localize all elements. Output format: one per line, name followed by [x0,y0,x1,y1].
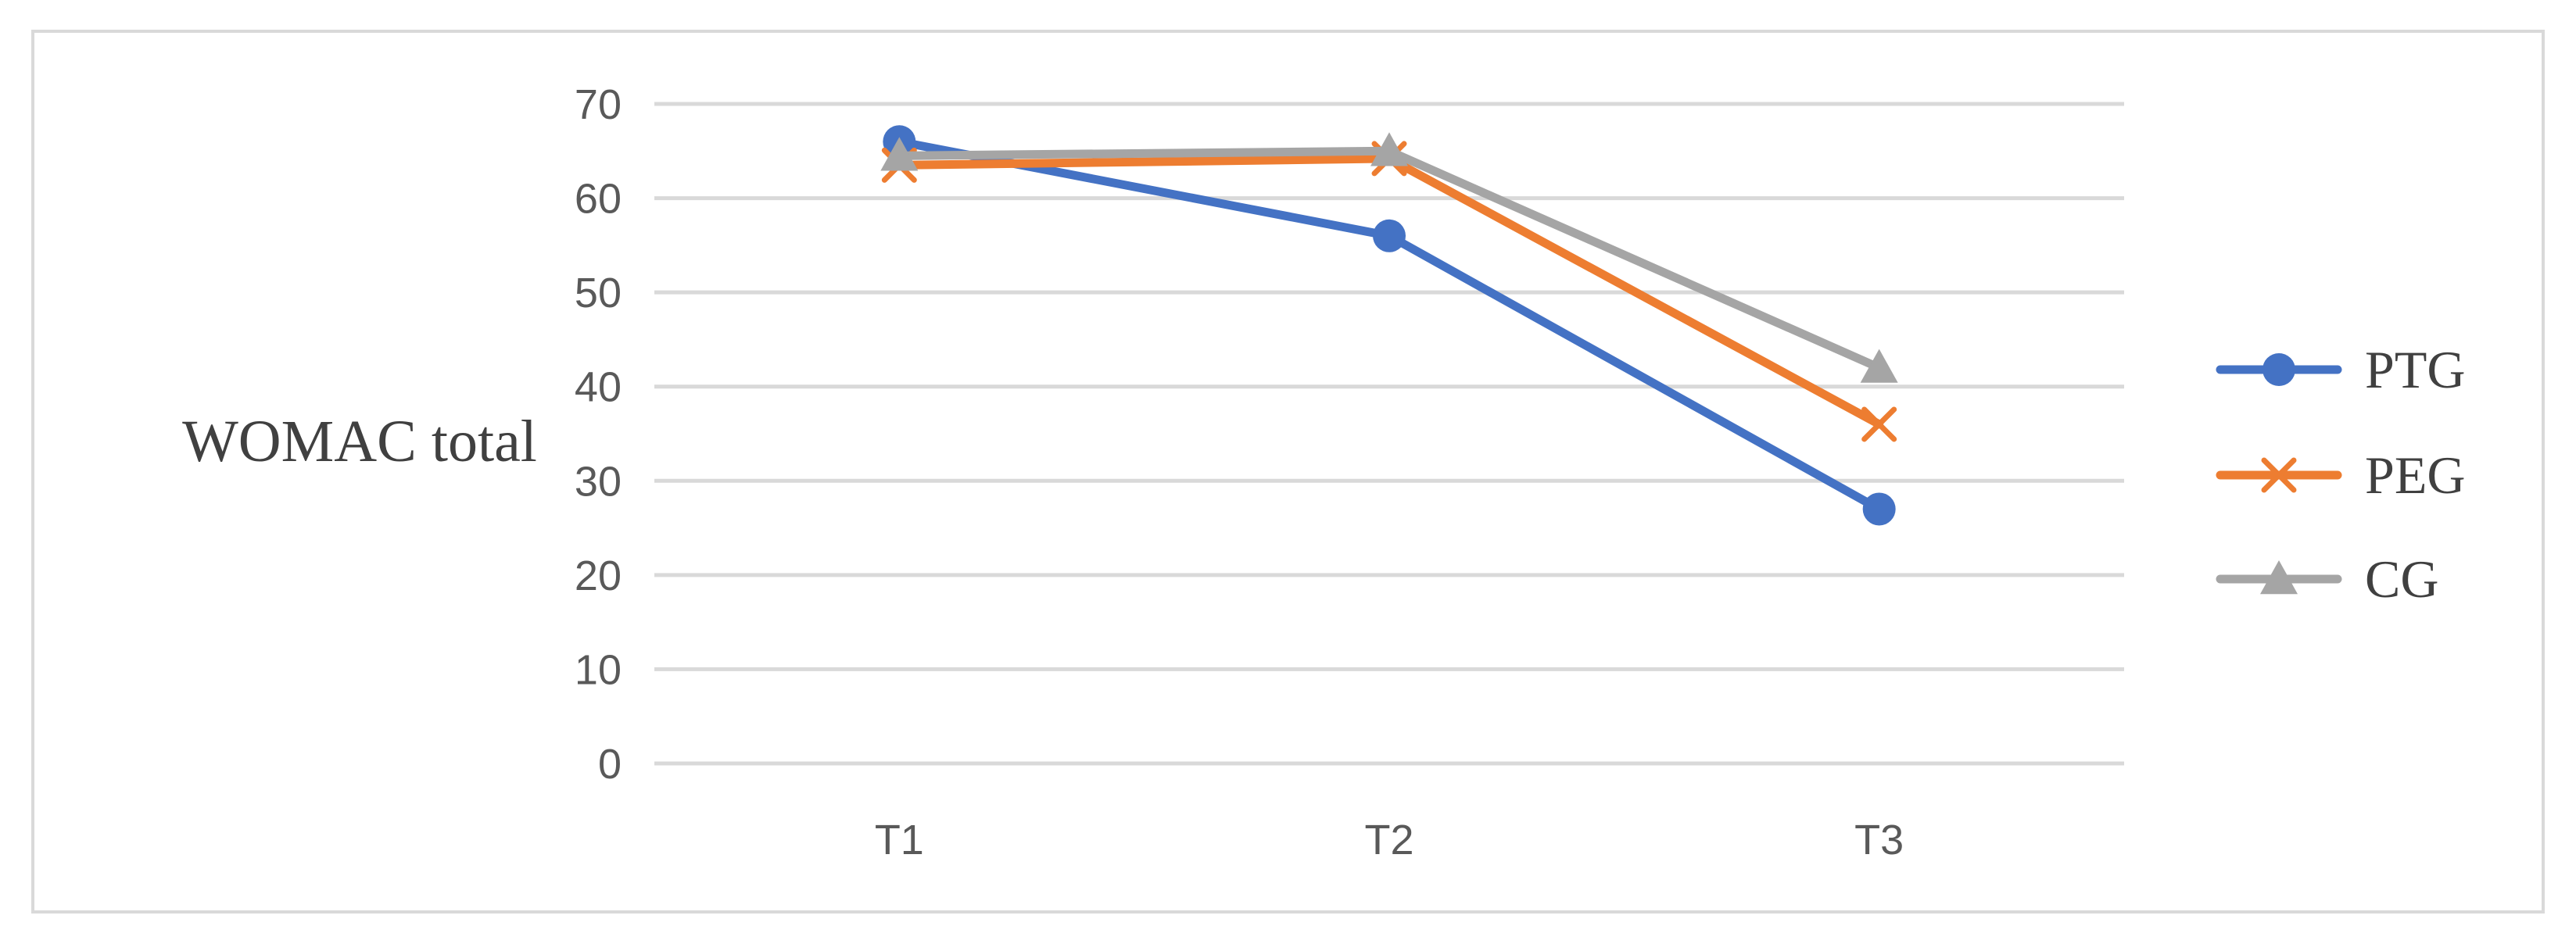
y-tick-label: 60 [575,176,622,223]
y-axis-title: WOMAC total [182,409,537,474]
y-tick-label: 20 [575,552,622,599]
x-tick-label: T2 [1364,817,1413,863]
data-point-PTG [1373,219,1406,252]
legend: PTG PEG CG [2216,340,2465,609]
x-axis-ticks: T1 T2 T3 [875,817,1904,863]
y-tick-label: 30 [575,458,622,505]
legend-marker [2263,353,2295,386]
legend-marker [2261,457,2297,493]
data-point-PTG [1862,492,1896,526]
y-tick-label: 50 [575,270,622,316]
legend-label: CG [2365,549,2438,609]
gridlines [654,102,2124,766]
legend-label: PTG [2365,340,2465,399]
y-tick-label: 40 [575,364,622,411]
x-tick-label: T3 [1854,817,1904,863]
legend-marker [2260,560,2298,595]
legend-label: PEG [2365,445,2465,505]
legend-entry-PEG: PEG [2216,445,2465,505]
y-tick-label: 70 [575,81,622,128]
data-point-CG [880,137,919,171]
series-PTG [883,125,1896,526]
chart-frame [31,30,2545,913]
data-point-PEG [1861,406,1897,442]
y-tick-label: 0 [598,741,622,788]
y-tick-label: 10 [575,646,622,693]
y-axis-ticks: 0 10 20 30 40 50 60 70 [575,81,622,788]
data-point-CG [1860,349,1898,383]
series-line-CG [894,146,1884,373]
series-lines [880,125,1898,526]
legend-entry-PTG: PTG [2216,340,2465,399]
x-tick-label: T1 [875,817,924,863]
series-CG [880,132,1898,383]
legend-entry-CG: CG [2216,549,2438,609]
data-point-CG [1370,132,1408,166]
